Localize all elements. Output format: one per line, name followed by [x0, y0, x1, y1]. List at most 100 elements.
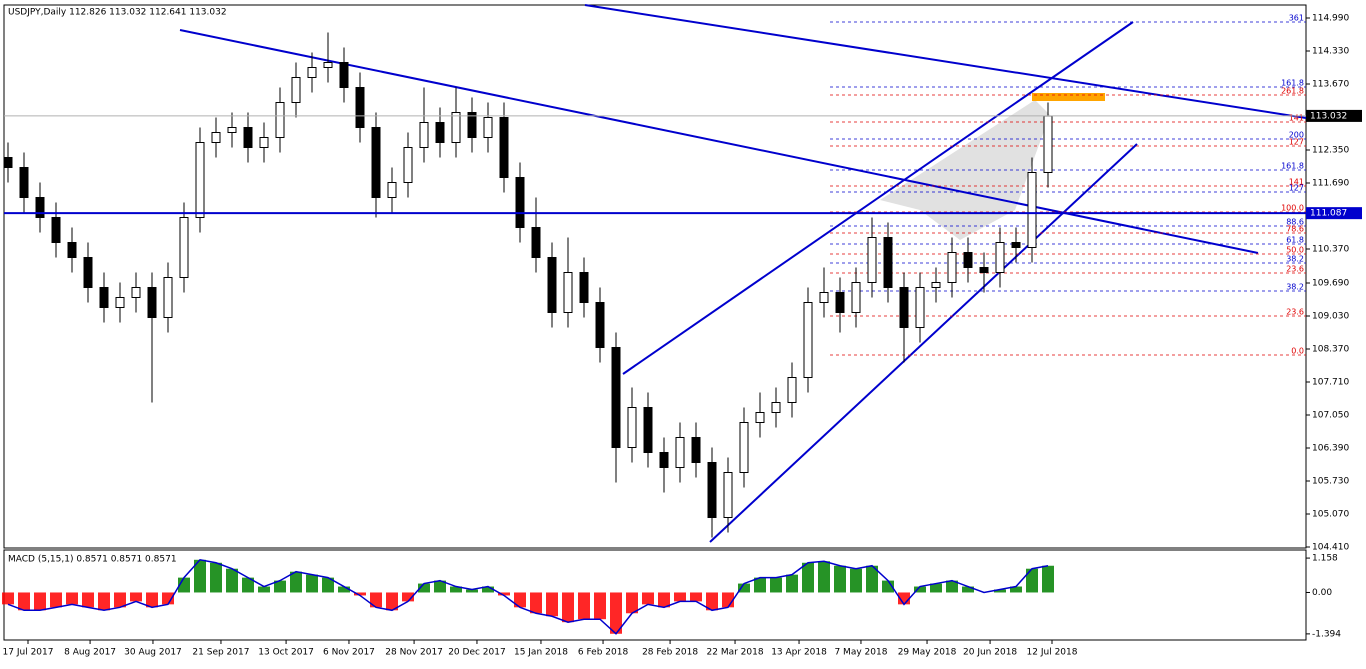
candle-body — [835, 292, 845, 313]
candle-body — [211, 132, 221, 143]
candle-body — [499, 117, 509, 178]
candle-body — [1043, 115, 1053, 173]
macd-bar — [850, 568, 862, 593]
macd-bar — [290, 571, 302, 593]
macd-bar — [882, 580, 894, 593]
macd-bar — [498, 592, 510, 596]
macd-bar — [914, 586, 926, 593]
macd-bar — [50, 592, 62, 608]
x-tick-label: 12 Jul 2018 — [1027, 648, 1078, 658]
y-tick-label: 107.710 — [1312, 378, 1349, 388]
macd-bar — [370, 592, 382, 608]
macd-line — [7, 558, 1049, 635]
macd-bar — [1010, 586, 1022, 593]
candle-body — [227, 127, 237, 133]
candle-body — [979, 267, 989, 273]
macd-bar — [306, 574, 318, 593]
x-tick-label: 17 Jul 2017 — [3, 648, 54, 658]
x-tick-label: 15 Jan 2018 — [514, 648, 568, 658]
macd-bar — [18, 592, 30, 611]
candle-body — [595, 302, 605, 348]
candle-body — [275, 102, 285, 138]
macd-bar — [770, 577, 782, 593]
candle-body — [1027, 172, 1037, 248]
macd-bar — [818, 561, 830, 593]
candle-body — [995, 242, 1005, 273]
macd-bar — [642, 592, 654, 605]
candle-body — [691, 437, 701, 463]
candle-body — [163, 277, 173, 318]
macd-bar — [802, 562, 814, 593]
macd-bar — [610, 592, 622, 634]
candle-body — [755, 412, 765, 423]
fib-label: 23.6 — [1286, 265, 1304, 274]
macd-bar — [930, 583, 942, 593]
x-tick-label: 22 Mar 2018 — [707, 648, 764, 658]
y-tick-label: 109.690 — [1312, 279, 1349, 289]
macd-bar — [706, 592, 718, 611]
candle-body — [179, 217, 189, 278]
trend-line — [709, 143, 1138, 543]
candle-body — [819, 292, 829, 303]
candle-body — [851, 282, 861, 313]
macd-bar — [418, 583, 430, 593]
target-zone — [1032, 93, 1105, 101]
y-tick-label: 107.050 — [1312, 411, 1349, 421]
macd-bar — [2, 592, 14, 605]
macd-bar — [274, 580, 286, 593]
y-tick-label: 105.730 — [1312, 477, 1349, 487]
macd-bar — [434, 580, 446, 593]
candle-body — [435, 122, 445, 143]
macd-bar — [1026, 568, 1038, 593]
x-tick-label: 6 Feb 2018 — [578, 648, 629, 658]
fib-label: 127 — [1289, 184, 1304, 193]
x-tick-label: 20 Jun 2018 — [963, 648, 1017, 658]
x-tick-label: 8 Aug 2017 — [64, 648, 116, 658]
macd-bar — [98, 592, 110, 611]
macd-tick-label: -1.394 — [1312, 629, 1341, 639]
macd-bar — [594, 592, 606, 620]
fib-label: 141 — [1289, 178, 1304, 187]
fib-label: 50.0 — [1286, 246, 1304, 255]
fib-label: 38.2 — [1286, 255, 1304, 264]
candle-body — [931, 282, 941, 288]
fib-label: 261.8 — [1281, 87, 1304, 96]
candle-body — [67, 242, 77, 258]
candle-body — [659, 452, 669, 468]
macd-bar — [530, 592, 542, 614]
candle-body — [323, 62, 333, 68]
candle-body — [467, 112, 477, 138]
candle-body — [291, 77, 301, 103]
fib-label: 161.8 — [1281, 79, 1304, 88]
x-tick-label: 13 Oct 2017 — [258, 648, 314, 658]
macd-bar — [786, 574, 798, 593]
candle-body — [387, 182, 397, 198]
trend-lines — [179, 4, 1307, 543]
macd-bar — [834, 565, 846, 593]
macd-bar — [1042, 565, 1054, 593]
candle-body — [707, 462, 717, 518]
x-tick-label: 21 Sep 2017 — [192, 648, 249, 658]
macd-bar — [210, 562, 222, 593]
macd-bar — [994, 589, 1006, 593]
x-tick-label: 20 Dec 2017 — [448, 648, 506, 658]
x-tick-label: 30 Aug 2017 — [124, 648, 182, 658]
fib-label: 0.0 — [1291, 347, 1304, 356]
y-tick-label: 108.370 — [1312, 345, 1349, 355]
candle-body — [515, 177, 525, 228]
macd-bar — [754, 577, 766, 593]
candle-body — [611, 347, 621, 448]
x-tick-label: 28 Nov 2017 — [385, 648, 443, 658]
current-price-label: 113.032 — [1310, 111, 1347, 121]
fib-label: 200 — [1289, 131, 1304, 140]
macd-bar — [258, 586, 270, 593]
macd-bar — [626, 592, 638, 614]
fib-label: 100.0 — [1281, 204, 1304, 213]
candle-body — [115, 297, 125, 308]
macd-bar — [450, 586, 462, 593]
candle-body — [579, 272, 589, 303]
macd-bar — [946, 580, 958, 593]
macd-bar — [738, 583, 750, 593]
macd-bar — [82, 592, 94, 608]
